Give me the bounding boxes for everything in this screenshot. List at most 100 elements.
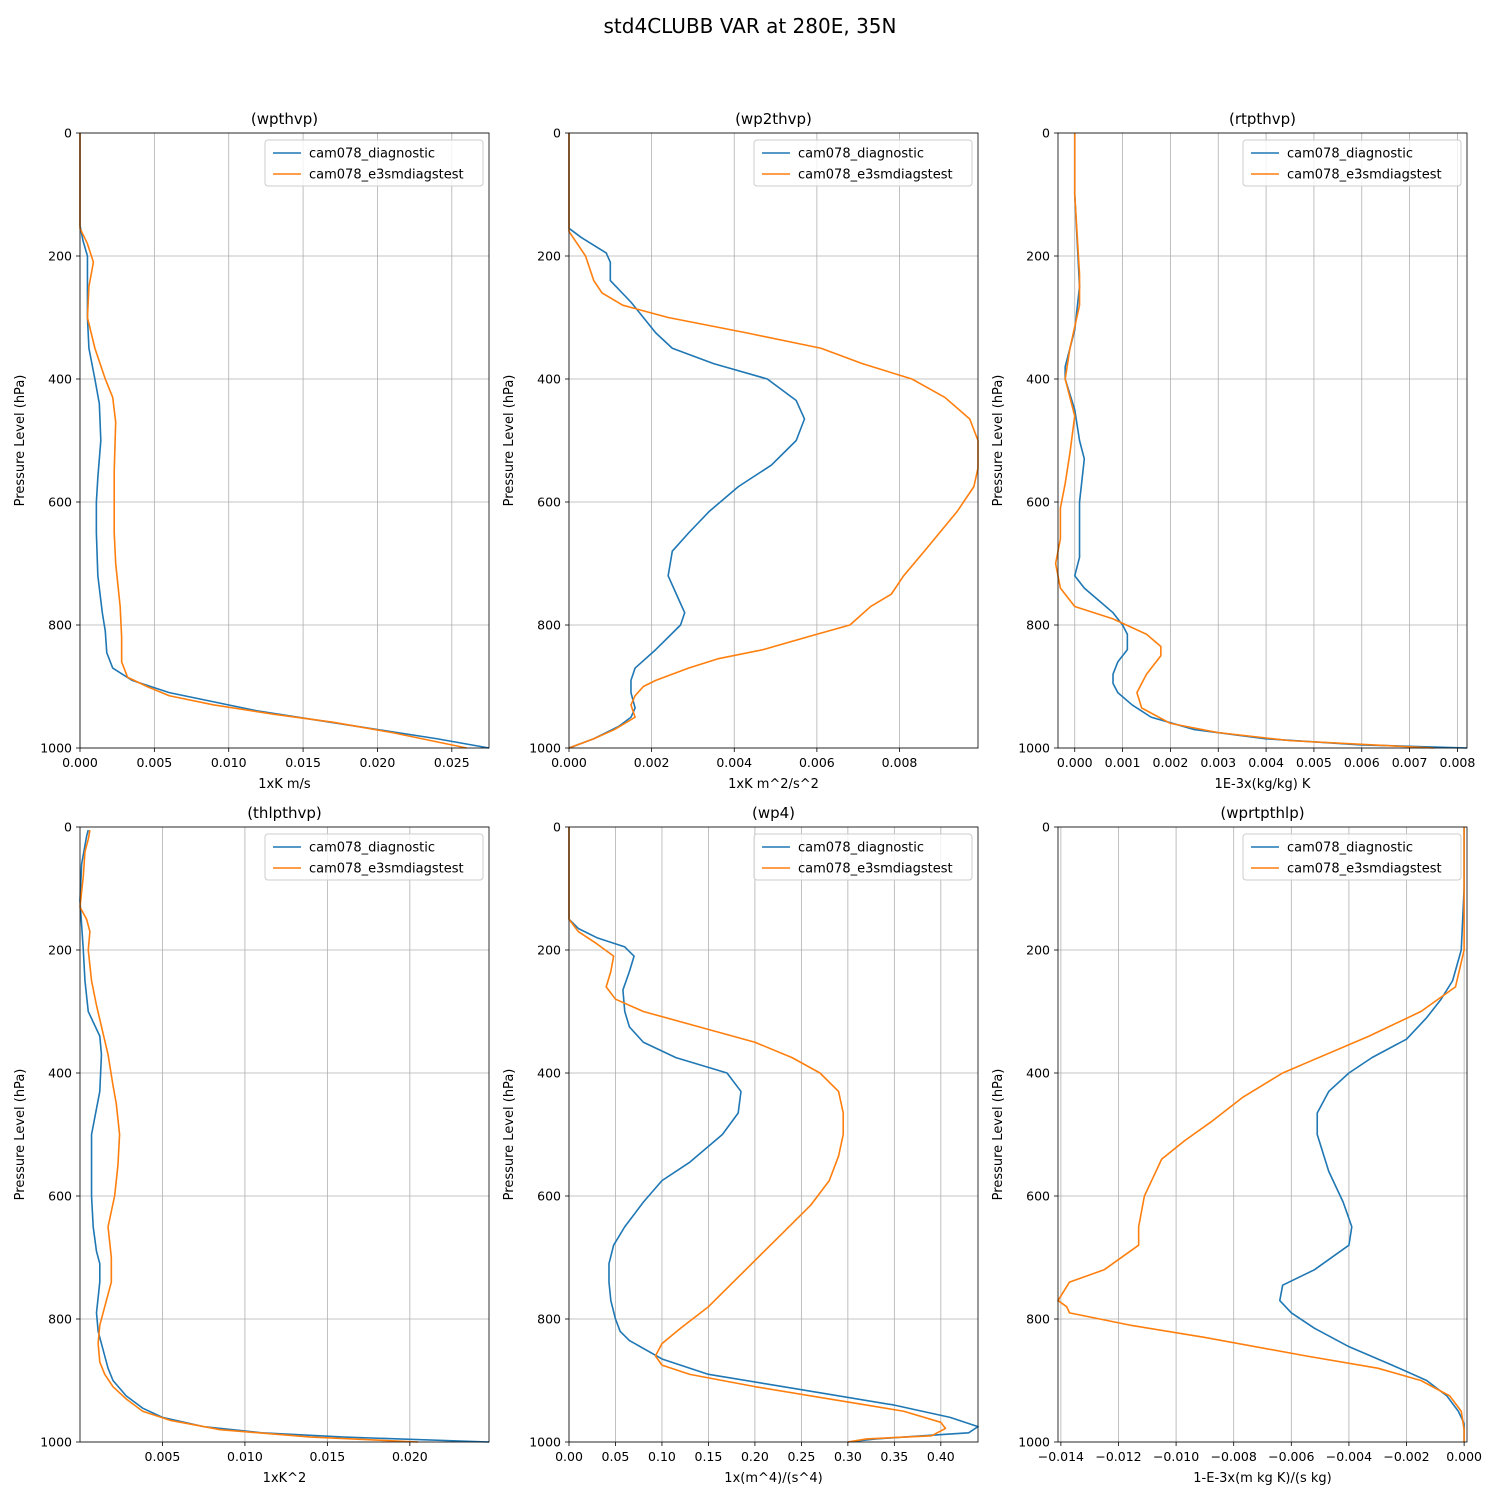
panel-4: 0.005 0.010 0.015 0.020 0 200 400 600 800 1000 (th…	[13, 804, 490, 1486]
x-axis-label: 1xK m^2/s^2	[728, 777, 819, 792]
plot-frame	[79, 826, 490, 1443]
panel-title: (thlpthvp)	[247, 804, 322, 822]
series-line-2	[1057, 827, 1465, 1442]
legend: cam078_diagnostic cam078_e3smdiagstest	[264, 139, 484, 187]
series-line-2	[568, 133, 979, 749]
legend-label-1: cam078_diagnostic	[1287, 147, 1413, 162]
series-line-1	[79, 829, 490, 1443]
y-tick-label: 200	[1026, 943, 1050, 958]
x-tick-label: 0.005	[145, 1449, 181, 1464]
x-tick-label: 0.000	[1057, 755, 1093, 770]
x-tick-label: 0.006	[799, 755, 835, 770]
x-tick-label: 0.025	[434, 755, 470, 770]
legend: cam078_diagnostic cam078_e3smdiagstest	[1242, 833, 1462, 881]
y-tick-label: 1000	[1018, 741, 1050, 756]
series-line-1	[568, 133, 806, 749]
y-tick-label: 400	[537, 1066, 561, 1081]
y-tick-label: 400	[48, 372, 72, 387]
legend-label-1: cam078_diagnostic	[309, 147, 435, 162]
legend-label-1: cam078_diagnostic	[798, 841, 924, 856]
y-tick-label: 1000	[529, 1435, 561, 1450]
x-axis-label: 1x(m^4)/(s^4)	[724, 1471, 822, 1486]
x-tick-label: 0.005	[1296, 755, 1332, 770]
legend-label-1: cam078_diagnostic	[309, 841, 435, 856]
x-tick-label: 0.015	[285, 755, 321, 770]
panel-title: (wpthvp)	[251, 110, 318, 128]
y-tick-label: 1000	[40, 741, 72, 756]
panel-title: (wp4)	[752, 804, 795, 822]
y-tick-label: 600	[48, 495, 72, 510]
plot-frame	[568, 132, 979, 749]
x-tick-label: 0.006	[1344, 755, 1380, 770]
y-tick-label: 200	[1026, 249, 1050, 264]
y-tick-label: 600	[1026, 495, 1050, 510]
x-tick-label: 0.05	[602, 1449, 630, 1464]
y-axis-label: Pressure Level (hPa)	[502, 375, 517, 507]
legend: cam078_diagnostic cam078_e3smdiagstest	[753, 139, 973, 187]
x-tick-label: −0.014	[1038, 1449, 1084, 1464]
legend-box	[1242, 833, 1462, 881]
series-line-2	[568, 827, 947, 1443]
y-tick-label: 0	[64, 126, 72, 141]
x-tick-label: 0.020	[392, 1449, 428, 1464]
series-line-2	[1054, 133, 1434, 749]
y-tick-label: 600	[48, 1189, 72, 1204]
legend-label-2: cam078_e3smdiagstest	[309, 168, 464, 183]
legend-label-2: cam078_e3smdiagstest	[798, 168, 953, 183]
panel-title: (rtpthvp)	[1229, 110, 1296, 128]
legend: cam078_diagnostic cam078_e3smdiagstest	[1242, 139, 1462, 187]
y-tick-label: 800	[1026, 618, 1050, 633]
y-tick-label: 600	[537, 495, 561, 510]
legend: cam078_diagnostic cam078_e3smdiagstest	[753, 833, 973, 881]
y-axis-label: Pressure Level (hPa)	[13, 375, 28, 507]
y-tick-label: 0	[553, 126, 561, 141]
legend-label-1: cam078_diagnostic	[1287, 841, 1413, 856]
x-axis-label: 1xK m/s	[258, 777, 311, 792]
y-tick-label: 400	[1026, 372, 1050, 387]
legend-label-2: cam078_e3smdiagstest	[798, 862, 953, 877]
y-tick-label: 800	[537, 618, 561, 633]
plot-frame	[1057, 132, 1468, 749]
x-tick-label: −0.006	[1268, 1449, 1314, 1464]
x-axis-label: 1E-3x(kg/kg) K	[1215, 777, 1311, 792]
panel-6: −0.014 −0.012 −0.010 −0.008 −0.006 −0.004 −0.0…	[991, 804, 1482, 1486]
y-tick-label: 0	[1042, 820, 1050, 835]
y-tick-label: 1000	[1018, 1435, 1050, 1450]
legend: cam078_diagnostic cam078_e3smdiagstest	[264, 833, 484, 881]
plot-frame	[79, 132, 490, 749]
x-tick-label: 0.10	[648, 1449, 676, 1464]
y-tick-label: 200	[48, 943, 72, 958]
legend-label-1: cam078_diagnostic	[798, 147, 924, 162]
panel-1: 0.000 0.005 0.010 0.015 0.020 0.025 0 200 400 600…	[13, 110, 490, 792]
y-tick-label: 1000	[529, 741, 561, 756]
x-tick-label: 0.004	[1248, 755, 1284, 770]
x-tick-label: 0.25	[787, 1449, 815, 1464]
x-tick-label: 0.30	[834, 1449, 862, 1464]
y-axis-label: Pressure Level (hPa)	[991, 375, 1006, 507]
y-tick-label: 800	[1026, 1312, 1050, 1327]
x-tick-label: 0.15	[695, 1449, 723, 1464]
y-tick-label: 800	[48, 1312, 72, 1327]
y-axis-label: Pressure Level (hPa)	[991, 1069, 1006, 1201]
legend-box	[753, 139, 973, 187]
y-tick-label: 600	[537, 1189, 561, 1204]
y-tick-label: 1000	[40, 1435, 72, 1450]
y-tick-label: 600	[1026, 1189, 1050, 1204]
x-tick-label: 0.001	[1105, 755, 1141, 770]
x-axis-label: 1-E-3x(m kg K)/(s kg)	[1193, 1471, 1331, 1486]
y-tick-label: 0	[64, 820, 72, 835]
y-tick-label: 800	[48, 618, 72, 633]
x-tick-label: 0.002	[1153, 755, 1189, 770]
x-tick-label: 0.003	[1200, 755, 1236, 770]
y-tick-label: 400	[48, 1066, 72, 1081]
legend-label-2: cam078_e3smdiagstest	[1287, 168, 1442, 183]
legend-box	[264, 139, 484, 187]
x-tick-label: −0.004	[1326, 1449, 1372, 1464]
x-tick-label: 0.010	[211, 755, 247, 770]
panel-title: (wp2thvp)	[735, 110, 812, 128]
series-line-1	[1064, 133, 1468, 749]
x-tick-label: 0.020	[360, 755, 396, 770]
y-tick-label: 200	[537, 249, 561, 264]
y-tick-label: 200	[48, 249, 72, 264]
